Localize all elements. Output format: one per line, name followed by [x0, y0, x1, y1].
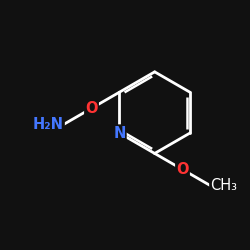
- Text: O: O: [176, 162, 189, 177]
- Text: N: N: [113, 126, 126, 140]
- Text: H₂N: H₂N: [33, 117, 64, 132]
- Text: CH₃: CH₃: [210, 178, 237, 193]
- Text: O: O: [85, 101, 98, 116]
